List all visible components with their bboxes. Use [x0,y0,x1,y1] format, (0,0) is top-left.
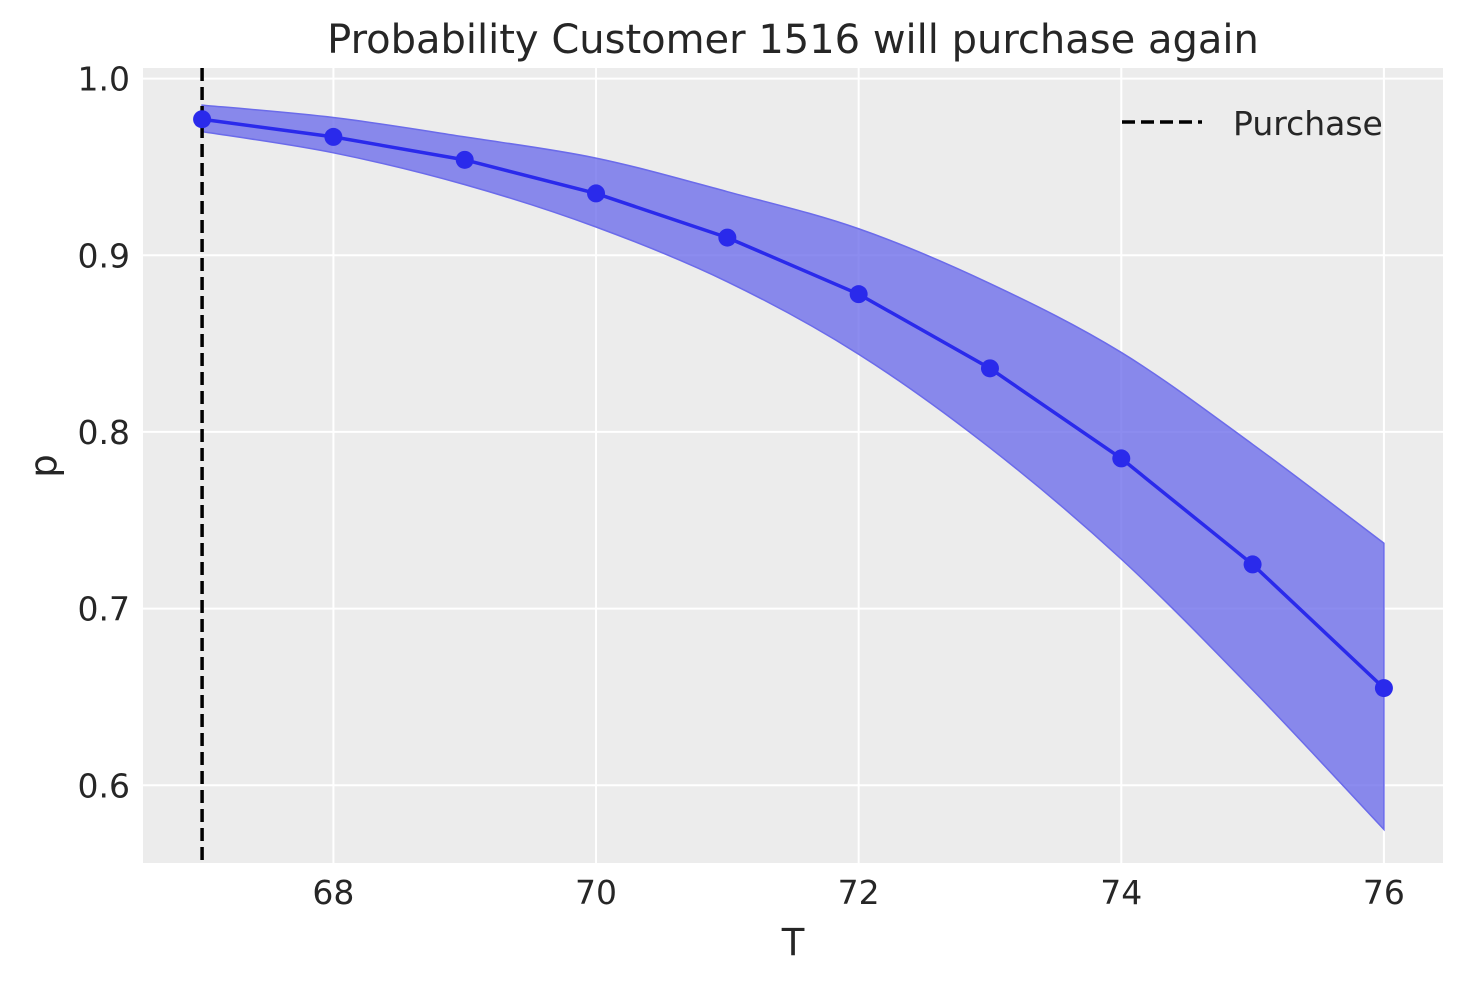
y-tick-label: 1.0 [78,60,130,99]
data-point [849,285,868,304]
data-point [1374,679,1393,698]
y-tick-label: 0.6 [78,766,130,805]
probability-series [193,110,1393,698]
data-point [455,150,474,169]
data-point [587,184,606,203]
x-tick-label: 70 [575,873,617,912]
x-tick-label: 76 [1363,873,1405,912]
data-point [193,110,212,129]
interval-band [201,104,1385,832]
y-tick-label: 0.7 [78,590,130,629]
series-line [201,117,1386,690]
x-axis-label: T [781,921,805,964]
y-axis-label: p [22,454,65,478]
x-tick-label: 68 [312,873,354,912]
data-point [1243,555,1262,574]
credible-interval-band [201,104,1385,832]
chart-title: Probability Customer 1516 will purchase … [327,17,1259,63]
legend-purchase-label: Purchase [1233,104,1383,143]
y-tick-labels: 0.6 0.7 0.8 0.9 1.0 [78,60,130,806]
legend: Purchase [1122,104,1383,143]
data-point [718,228,737,247]
x-tick-labels: 68 70 72 74 76 [312,873,1405,912]
x-tick-label: 74 [1100,873,1142,912]
data-point [324,127,343,146]
x-tick-label: 72 [838,873,880,912]
y-tick-label: 0.9 [78,236,130,275]
data-point [1112,449,1131,468]
data-point [980,359,999,378]
y-tick-label: 0.8 [78,413,130,452]
